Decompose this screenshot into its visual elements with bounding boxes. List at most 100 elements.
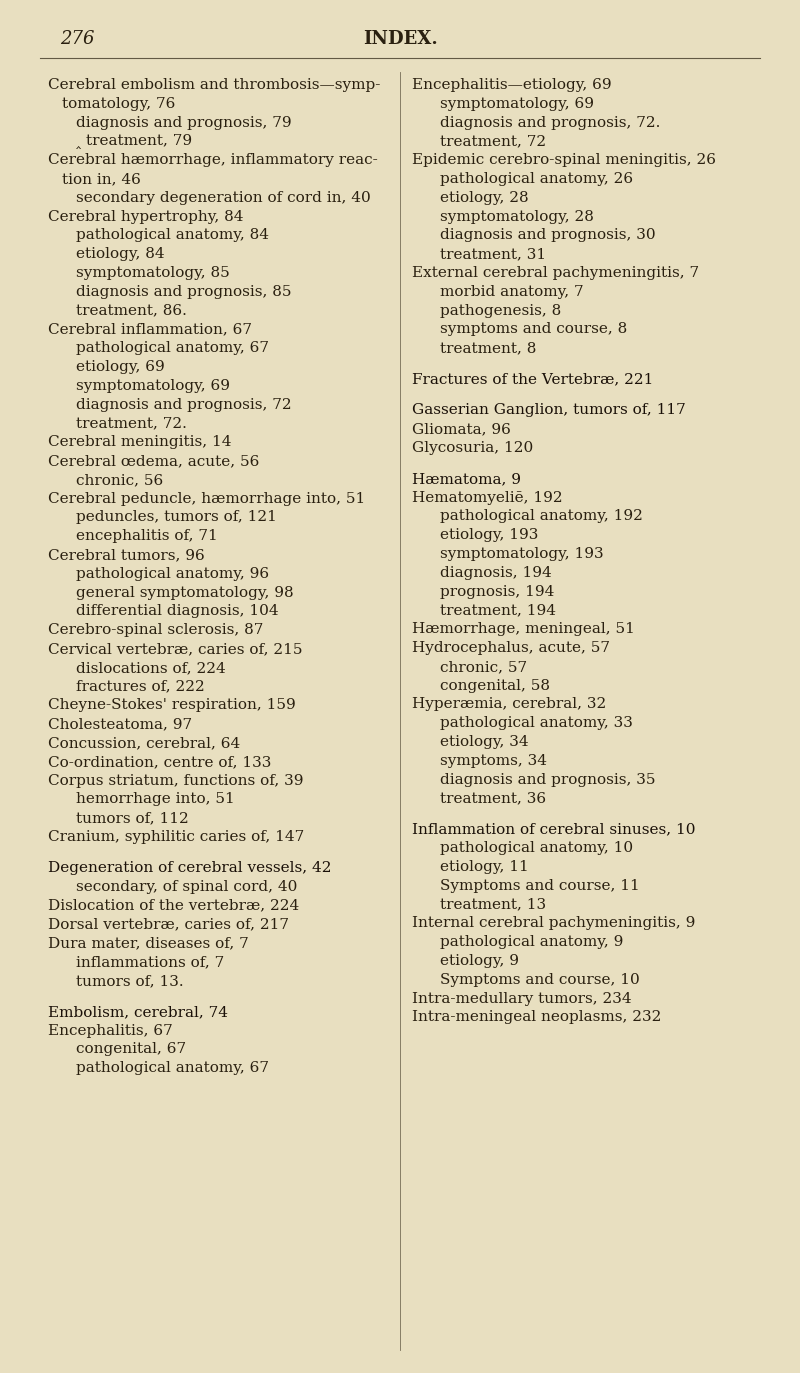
Text: tion in, 46: tion in, 46 xyxy=(62,172,141,185)
Text: treatment, 36: treatment, 36 xyxy=(440,791,546,806)
Text: etiology, 69: etiology, 69 xyxy=(76,360,165,373)
Text: secondary degeneration of cord in, 40: secondary degeneration of cord in, 40 xyxy=(76,191,370,205)
Text: treatment, 86.: treatment, 86. xyxy=(76,303,187,317)
Text: etiology, 34: etiology, 34 xyxy=(440,735,529,750)
Text: Hematomyeliē, 192: Hematomyeliē, 192 xyxy=(412,490,562,505)
Text: peduncles, tumors of, 121: peduncles, tumors of, 121 xyxy=(76,511,277,524)
Text: Hyperæmia, cerebral, 32: Hyperæmia, cerebral, 32 xyxy=(412,697,606,711)
Text: differential diagnosis, 104: differential diagnosis, 104 xyxy=(76,604,278,618)
Text: Gasserian Ganglion, tumors of, 117: Gasserian Ganglion, tumors of, 117 xyxy=(412,404,686,417)
Text: Symptoms and course, 10: Symptoms and course, 10 xyxy=(440,973,640,987)
Text: Cheyne-Stokes' respiration, 159: Cheyne-Stokes' respiration, 159 xyxy=(48,699,296,713)
Text: Cerebral inflammation, 67: Cerebral inflammation, 67 xyxy=(48,323,252,336)
Text: diagnosis and prognosis, 72.: diagnosis and prognosis, 72. xyxy=(440,115,660,129)
Text: pathological anatomy, 10: pathological anatomy, 10 xyxy=(440,842,633,855)
Text: Corpus striatum, functions of, 39: Corpus striatum, functions of, 39 xyxy=(48,773,303,788)
Text: symptoms and course, 8: symptoms and course, 8 xyxy=(440,323,627,336)
Text: Cerebral meningitis, 14: Cerebral meningitis, 14 xyxy=(48,435,231,449)
Text: pathogenesis, 8: pathogenesis, 8 xyxy=(440,303,562,317)
Text: Cranium, syphilitic caries of, 147: Cranium, syphilitic caries of, 147 xyxy=(48,831,304,844)
Text: prognosis, 194: prognosis, 194 xyxy=(440,585,554,599)
Text: Fractures of the Vertebræ, 221: Fractures of the Vertebræ, 221 xyxy=(412,372,654,386)
Text: Hæmatoma, 9: Hæmatoma, 9 xyxy=(412,472,521,486)
Text: congenital, 58: congenital, 58 xyxy=(440,678,550,692)
Text: encephalitis of, 71: encephalitis of, 71 xyxy=(76,529,218,544)
Text: general symptomatology, 98: general symptomatology, 98 xyxy=(76,586,294,600)
Text: treatment, 13: treatment, 13 xyxy=(440,898,546,912)
Text: Dislocation of the vertebræ, 224: Dislocation of the vertebræ, 224 xyxy=(48,898,299,913)
Text: diagnosis and prognosis, 85: diagnosis and prognosis, 85 xyxy=(76,284,291,299)
Text: Intra-meningeal neoplasms, 232: Intra-meningeal neoplasms, 232 xyxy=(412,1011,662,1024)
Text: pathological anatomy, 96: pathological anatomy, 96 xyxy=(76,567,269,581)
Text: etiology, 9: etiology, 9 xyxy=(440,954,519,968)
Text: chronic, 56: chronic, 56 xyxy=(76,472,163,487)
Text: etiology, 11: etiology, 11 xyxy=(440,859,529,875)
Text: Hydrocephalus, acute, 57: Hydrocephalus, acute, 57 xyxy=(412,641,610,655)
Text: tumors of, 13.: tumors of, 13. xyxy=(76,973,184,987)
Text: Cerebral hypertrophy, 84: Cerebral hypertrophy, 84 xyxy=(48,210,243,224)
Text: Degeneration of cerebral vessels, 42: Degeneration of cerebral vessels, 42 xyxy=(48,861,331,875)
Text: Glycosuria, 120: Glycosuria, 120 xyxy=(412,441,534,454)
Text: pathological anatomy, 67: pathological anatomy, 67 xyxy=(76,1061,269,1075)
Text: secondary, of spinal cord, 40: secondary, of spinal cord, 40 xyxy=(76,880,298,894)
Text: Co-ordination, centre of, 133: Co-ordination, centre of, 133 xyxy=(48,755,271,769)
Text: Concussion, cerebral, 64: Concussion, cerebral, 64 xyxy=(48,736,240,750)
Text: symptomatology, 69: symptomatology, 69 xyxy=(440,97,594,111)
Text: pathological anatomy, 67: pathological anatomy, 67 xyxy=(76,342,269,356)
Text: pathological anatomy, 9: pathological anatomy, 9 xyxy=(440,935,623,949)
Text: pathological anatomy, 26: pathological anatomy, 26 xyxy=(440,172,633,185)
Text: Cerebro-spinal sclerosis, 87: Cerebro-spinal sclerosis, 87 xyxy=(48,623,263,637)
Text: symptomatology, 193: symptomatology, 193 xyxy=(440,546,604,562)
Text: Dorsal vertebræ, caries of, 217: Dorsal vertebræ, caries of, 217 xyxy=(48,917,289,931)
Text: treatment, 72: treatment, 72 xyxy=(440,135,546,148)
Text: Gliomata, 96: Gliomata, 96 xyxy=(412,422,511,437)
Text: pathological anatomy, 33: pathological anatomy, 33 xyxy=(440,717,633,730)
Text: Internal cerebral pachymeningitis, 9: Internal cerebral pachymeningitis, 9 xyxy=(412,917,695,931)
Text: Cervical vertebræ, caries of, 215: Cervical vertebræ, caries of, 215 xyxy=(48,643,302,656)
Text: treatment, 8: treatment, 8 xyxy=(440,342,536,356)
Text: Encephalitis—etiology, 69: Encephalitis—etiology, 69 xyxy=(412,78,612,92)
Text: tumors of, 112: tumors of, 112 xyxy=(76,811,189,825)
Text: diagnosis, 194: diagnosis, 194 xyxy=(440,566,552,579)
Text: inflammations of, 7: inflammations of, 7 xyxy=(76,956,224,969)
Text: morbid anatomy, 7: morbid anatomy, 7 xyxy=(440,284,584,299)
Text: Inflammation of cerebral sinuses, 10: Inflammation of cerebral sinuses, 10 xyxy=(412,822,695,836)
Text: fractures of, 222: fractures of, 222 xyxy=(76,680,205,693)
Text: Cholesteatoma, 97: Cholesteatoma, 97 xyxy=(48,717,192,732)
Text: Epidemic cerebro-spinal meningitis, 26: Epidemic cerebro-spinal meningitis, 26 xyxy=(412,154,716,168)
Text: symptoms, 34: symptoms, 34 xyxy=(440,754,547,768)
Text: Embolism, cerebral, 74: Embolism, cerebral, 74 xyxy=(48,1005,228,1019)
Text: tomatology, 76: tomatology, 76 xyxy=(62,97,175,111)
Text: chronic, 57: chronic, 57 xyxy=(440,660,527,674)
Text: treatment, 194: treatment, 194 xyxy=(440,604,556,618)
Text: dislocations of, 224: dislocations of, 224 xyxy=(76,660,226,674)
Text: diagnosis and prognosis, 30: diagnosis and prognosis, 30 xyxy=(440,228,656,243)
Text: symptomatology, 85: symptomatology, 85 xyxy=(76,266,230,280)
Text: pathological anatomy, 192: pathological anatomy, 192 xyxy=(440,509,643,523)
Text: Dura mater, diseases of, 7: Dura mater, diseases of, 7 xyxy=(48,936,249,950)
Text: hemorrhage into, 51: hemorrhage into, 51 xyxy=(76,792,234,806)
Text: External cerebral pachymeningitis, 7: External cerebral pachymeningitis, 7 xyxy=(412,266,699,280)
Text: diagnosis and prognosis, 79: diagnosis and prognosis, 79 xyxy=(76,115,292,129)
Text: etiology, 84: etiology, 84 xyxy=(76,247,165,261)
Text: treatment, 72.: treatment, 72. xyxy=(76,416,187,430)
Text: treatment, 31: treatment, 31 xyxy=(440,247,546,261)
Text: symptomatology, 28: symptomatology, 28 xyxy=(440,210,594,224)
Text: etiology, 28: etiology, 28 xyxy=(440,191,529,205)
Text: diagnosis and prognosis, 72: diagnosis and prognosis, 72 xyxy=(76,398,292,412)
Text: Cerebral œdema, acute, 56: Cerebral œdema, acute, 56 xyxy=(48,454,259,468)
Text: Symptoms and course, 11: Symptoms and course, 11 xyxy=(440,879,640,892)
Text: Cerebral hæmorrhage, inflammatory reac-: Cerebral hæmorrhage, inflammatory reac- xyxy=(48,154,378,168)
Text: Intra-medullary tumors, 234: Intra-medullary tumors, 234 xyxy=(412,991,632,1005)
Text: 276: 276 xyxy=(60,30,94,48)
Text: Cerebral embolism and thrombosis—symp-: Cerebral embolism and thrombosis—symp- xyxy=(48,78,380,92)
Text: INDEX.: INDEX. xyxy=(362,30,438,48)
Text: diagnosis and prognosis, 35: diagnosis and prognosis, 35 xyxy=(440,773,655,787)
Text: ‸ treatment, 79: ‸ treatment, 79 xyxy=(76,135,192,150)
Text: Encephalitis, 67: Encephalitis, 67 xyxy=(48,1024,173,1038)
Text: congenital, 67: congenital, 67 xyxy=(76,1042,186,1056)
Text: symptomatology, 69: symptomatology, 69 xyxy=(76,379,230,393)
Text: Cerebral peduncle, hæmorrhage into, 51: Cerebral peduncle, hæmorrhage into, 51 xyxy=(48,492,366,505)
Text: Hæmorrhage, meningeal, 51: Hæmorrhage, meningeal, 51 xyxy=(412,622,635,636)
Text: Cerebral tumors, 96: Cerebral tumors, 96 xyxy=(48,548,205,562)
